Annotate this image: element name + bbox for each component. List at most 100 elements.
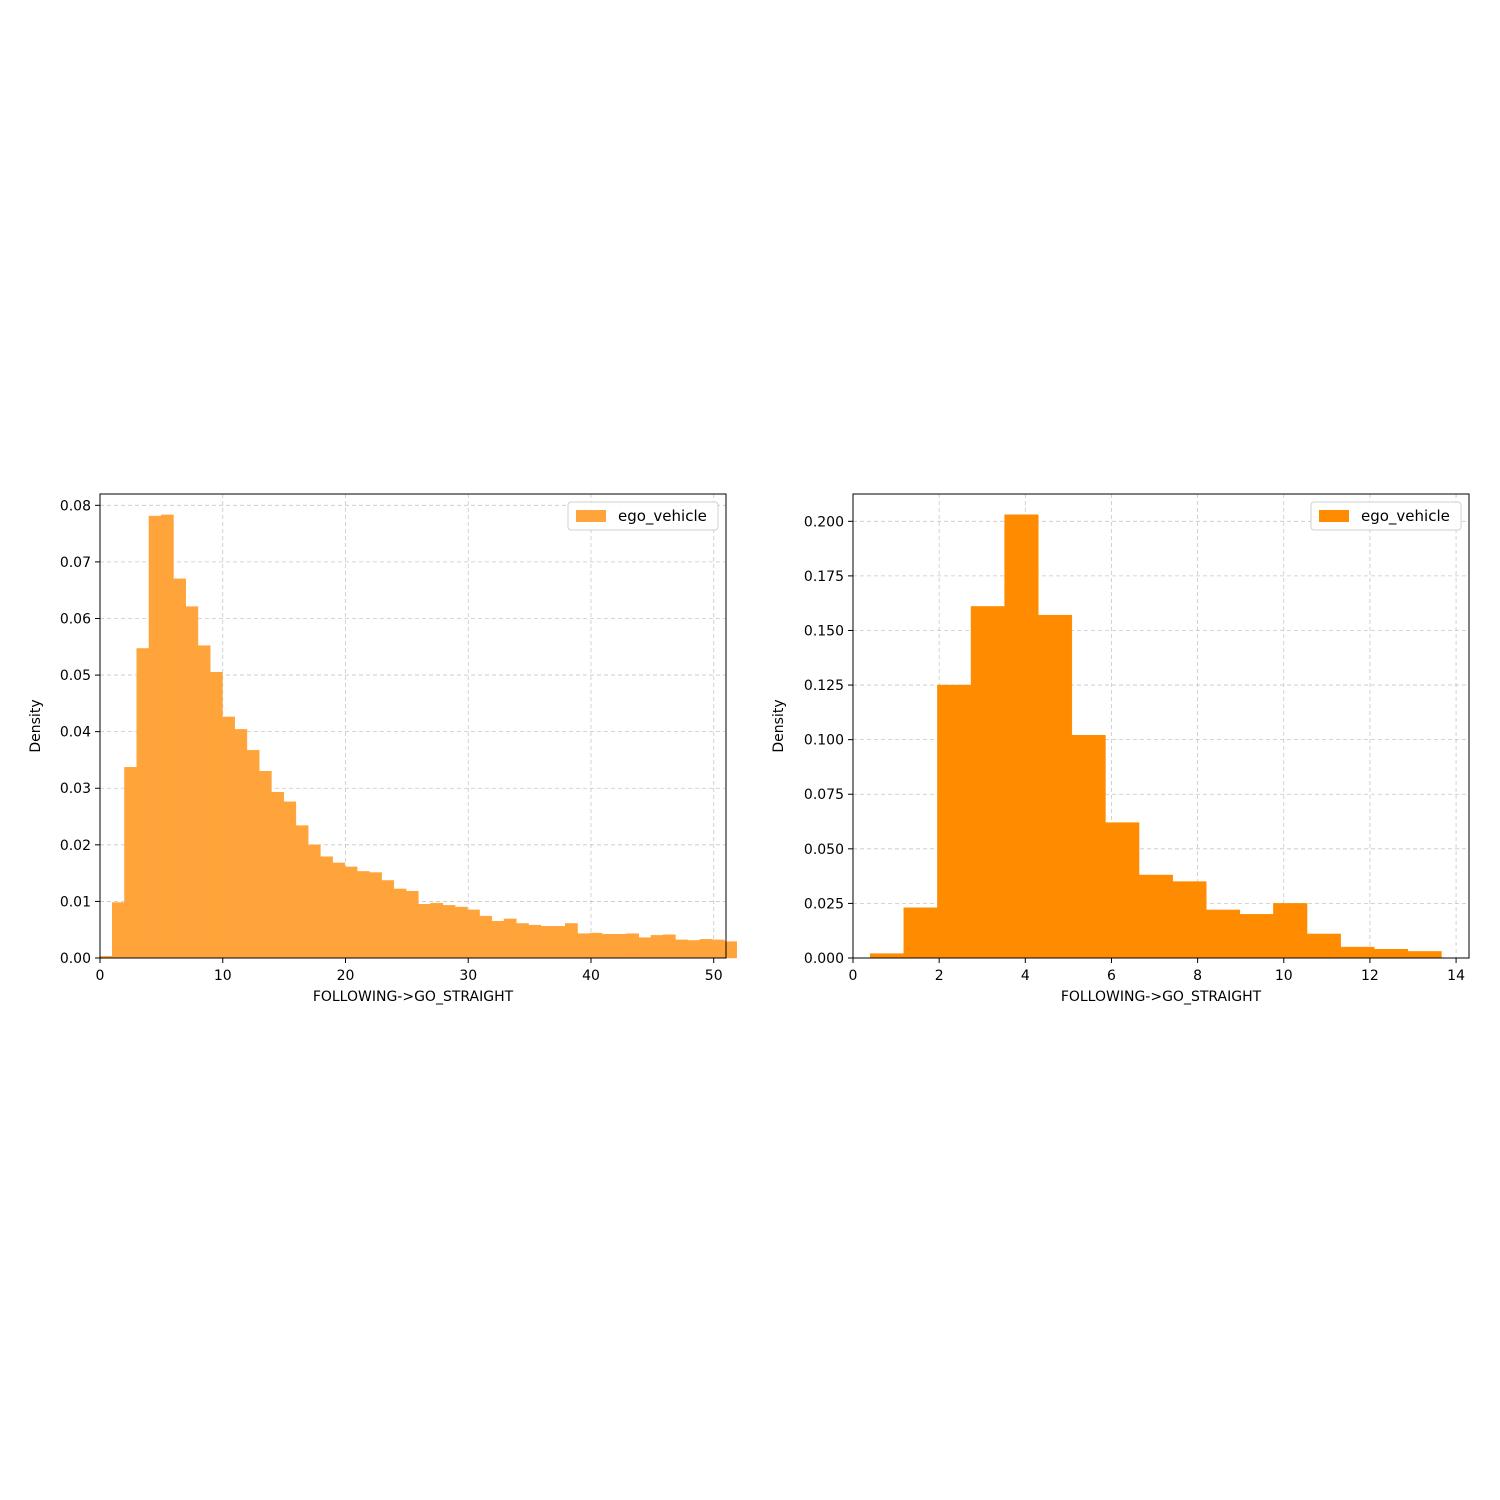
histogram-bar: [903, 907, 938, 959]
histogram-bar: [197, 645, 211, 959]
y-tick-label: 0.200: [804, 514, 844, 530]
histogram-bar: [160, 514, 174, 959]
histogram-bar: [283, 801, 297, 959]
histogram-bar: [1037, 614, 1073, 959]
histogram-bar: [1407, 951, 1442, 959]
histogram-bar: [626, 933, 639, 959]
histogram-bar: [699, 939, 713, 959]
legend-swatch: [1319, 510, 1349, 522]
x-tick-label: 30: [459, 968, 477, 984]
histogram-bar: [369, 872, 382, 959]
y-tick-label: 0.01: [60, 894, 91, 910]
histogram-bar: [687, 940, 701, 959]
histogram-bar: [320, 856, 333, 959]
x-tick-label: 10: [1275, 968, 1293, 984]
legend-label: ego_vehicle: [1361, 507, 1450, 526]
histogram-bar: [111, 902, 125, 959]
histogram-bar: [271, 791, 284, 959]
y-axis-label: Density: [28, 699, 44, 752]
histogram-bar: [467, 909, 480, 959]
histogram-bar: [565, 923, 578, 959]
histogram-bar: [1138, 874, 1173, 959]
y-tick-label: 0.000: [804, 951, 844, 967]
histogram-bar: [258, 771, 272, 959]
histogram-bar: [332, 862, 346, 959]
axes-frame: [99, 493, 727, 959]
histogram-bar: [209, 671, 223, 959]
histogram-bar: [430, 902, 444, 959]
histogram-bar: [1273, 903, 1308, 959]
histogram-bar: [307, 844, 321, 959]
histogram-bar: [1105, 822, 1140, 959]
y-tick-label: 0.150: [804, 623, 844, 639]
axes-frame: [852, 493, 1470, 959]
y-tick-label: 0.08: [60, 498, 91, 514]
y-axis-label: Density: [771, 699, 787, 752]
y-tick-label: 0.075: [804, 787, 844, 803]
histogram-bar: [405, 890, 419, 959]
histogram-bar: [1172, 881, 1207, 959]
y-tick-label: 0.100: [804, 733, 844, 749]
legend: ego_vehicle: [567, 501, 719, 531]
histogram-bar: [136, 648, 150, 959]
histogram-bar: [675, 939, 688, 959]
histogram-bar: [295, 825, 309, 959]
histogram-bar: [185, 606, 199, 959]
x-tick-label: 0: [849, 968, 858, 984]
histogram-bar: [601, 933, 615, 959]
y-tick-label: 0.050: [804, 842, 844, 858]
legend-box: [1310, 501, 1462, 531]
y-tick-label: 0.07: [60, 555, 91, 571]
histogram-bar: [234, 729, 248, 959]
histogram-bar: [393, 888, 407, 959]
histogram-bar: [1071, 735, 1106, 959]
histogram-bar: [503, 918, 517, 959]
histogram-bar: [869, 953, 905, 959]
legend-label: ego_vehicle: [618, 507, 707, 526]
histogram-bar: [1306, 933, 1341, 959]
histogram-bar: [638, 937, 652, 959]
y-tick-label: 0.175: [804, 569, 844, 585]
y-tick-label: 0.00: [60, 951, 91, 967]
x-tick-label: 8: [1193, 968, 1202, 984]
histogram-bar: [173, 578, 186, 959]
histogram-bar: [344, 866, 358, 959]
x-tick-label: 6: [1107, 968, 1116, 984]
chart-left: 0 10 20 30 40 50 0.00 0.01 0.02 0.03 0.04 0.05 0.06 0…: [28, 493, 737, 1005]
histogram-bar: [711, 939, 725, 959]
histogram-bar: [356, 871, 370, 959]
histogram-bar: [1340, 946, 1375, 959]
histogram-bar: [222, 716, 235, 959]
y-tick-label: 0.025: [804, 896, 844, 912]
histogram-bar: [442, 905, 456, 959]
legend-box: [567, 501, 719, 531]
histogram-bar: [148, 515, 162, 959]
histogram-bar: [528, 924, 542, 959]
histogram-bar: [937, 684, 972, 959]
histogram-bar: [970, 606, 1005, 959]
histogram-bar: [246, 750, 260, 959]
x-axis-label: FOLLOWING->GO_STRAIGHT: [313, 989, 514, 1005]
histogram-bar: [479, 915, 493, 959]
histogram-bar: [1373, 949, 1409, 959]
x-tick-label: 0: [96, 968, 105, 984]
x-tick-label: 2: [935, 968, 944, 984]
chart-right: 0 2 4 6 8 10 12 14 0.000 0.025 0.050 0.075 0.100 0.12…: [771, 493, 1470, 1005]
histogram-bar: [491, 920, 505, 959]
histogram-bar: [650, 935, 664, 959]
x-tick-label: 20: [337, 968, 355, 984]
y-tick-label: 0.05: [60, 668, 91, 684]
histogram-bar: [540, 926, 554, 959]
y-tick-label: 0.04: [60, 725, 91, 741]
legend: ego_vehicle: [1310, 501, 1462, 531]
histogram-bar: [1239, 914, 1274, 959]
x-tick-label: 50: [705, 968, 723, 984]
histogram-bar: [381, 880, 395, 959]
histogram-bar: [516, 923, 529, 959]
y-tick-label: 0.03: [60, 781, 91, 797]
y-tick-label: 0.06: [60, 611, 91, 627]
histogram-bar: [724, 941, 737, 959]
histogram-bar: [552, 926, 566, 959]
histogram-bar: [577, 933, 591, 959]
